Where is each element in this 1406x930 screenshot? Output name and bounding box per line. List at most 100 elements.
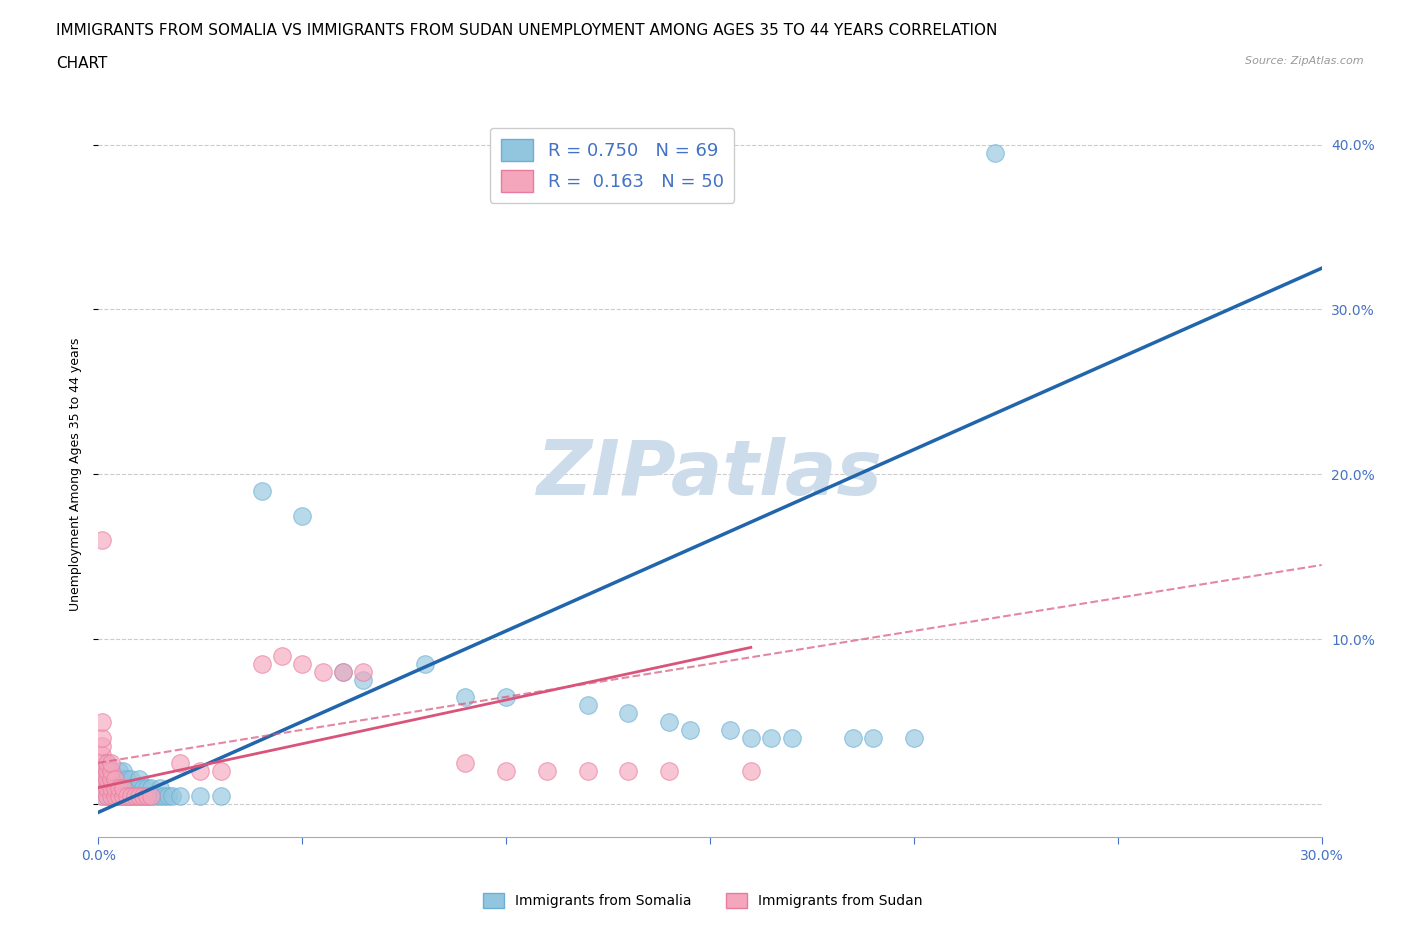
Point xyxy=(104,772,127,787)
Point xyxy=(576,698,599,712)
Point xyxy=(91,780,114,795)
Point xyxy=(841,731,863,746)
Point xyxy=(862,731,884,746)
Point xyxy=(141,780,163,795)
Point xyxy=(115,789,138,804)
Point xyxy=(617,706,640,721)
Point xyxy=(91,747,114,762)
Point xyxy=(108,780,131,795)
Text: Source: ZipAtlas.com: Source: ZipAtlas.com xyxy=(1246,56,1364,66)
Point xyxy=(115,780,138,795)
Point xyxy=(91,731,114,746)
Point xyxy=(108,772,131,787)
Point xyxy=(91,789,114,804)
Point xyxy=(658,764,681,778)
Point xyxy=(780,731,803,746)
Point xyxy=(100,789,122,804)
Point xyxy=(903,731,925,746)
Legend: R = 0.750   N = 69, R =  0.163   N = 50: R = 0.750 N = 69, R = 0.163 N = 50 xyxy=(489,128,734,203)
Text: IMMIGRANTS FROM SOMALIA VS IMMIGRANTS FROM SUDAN UNEMPLOYMENT AMONG AGES 35 TO 4: IMMIGRANTS FROM SOMALIA VS IMMIGRANTS FR… xyxy=(56,23,998,38)
Point xyxy=(100,764,122,778)
Point xyxy=(136,789,159,804)
Point xyxy=(352,673,374,688)
Point xyxy=(128,772,150,787)
Point xyxy=(100,780,122,795)
Point xyxy=(100,772,122,787)
Point xyxy=(111,764,134,778)
Point xyxy=(96,780,118,795)
Point xyxy=(120,780,142,795)
Point xyxy=(413,657,436,671)
Point xyxy=(111,772,134,787)
Point xyxy=(124,789,146,804)
Point xyxy=(104,780,127,795)
Point xyxy=(128,780,150,795)
Point xyxy=(332,665,354,680)
Point xyxy=(291,657,314,671)
Point xyxy=(169,789,191,804)
Point xyxy=(984,145,1007,160)
Point xyxy=(91,738,114,753)
Point xyxy=(120,789,142,804)
Point xyxy=(270,648,294,663)
Point xyxy=(352,665,374,680)
Point xyxy=(91,764,114,778)
Point xyxy=(100,789,122,804)
Point xyxy=(188,789,212,804)
Point xyxy=(100,772,122,787)
Point xyxy=(104,772,127,787)
Point xyxy=(111,780,134,795)
Point xyxy=(91,714,114,729)
Point xyxy=(454,689,477,704)
Point xyxy=(141,789,163,804)
Point xyxy=(91,789,114,804)
Point xyxy=(91,764,114,778)
Point xyxy=(761,731,783,746)
Point xyxy=(679,723,702,737)
Point xyxy=(250,484,273,498)
Point xyxy=(332,665,354,680)
Point xyxy=(96,789,118,804)
Point xyxy=(100,764,122,778)
Point xyxy=(132,789,155,804)
Point xyxy=(124,780,146,795)
Point xyxy=(111,789,134,804)
Point xyxy=(108,780,131,795)
Point xyxy=(141,789,163,804)
Point xyxy=(740,764,762,778)
Point xyxy=(156,789,179,804)
Point xyxy=(96,772,118,787)
Point xyxy=(128,789,150,804)
Point xyxy=(115,772,138,787)
Point xyxy=(120,772,142,787)
Point xyxy=(108,764,131,778)
Point xyxy=(96,755,118,770)
Point xyxy=(136,789,159,804)
Point xyxy=(96,789,118,804)
Point xyxy=(740,731,762,746)
Point xyxy=(149,789,172,804)
Point xyxy=(209,789,232,804)
Point xyxy=(91,533,114,548)
Point xyxy=(96,764,118,778)
Point xyxy=(152,789,174,804)
Point xyxy=(149,780,172,795)
Point xyxy=(124,789,146,804)
Point xyxy=(115,789,138,804)
Point xyxy=(96,780,118,795)
Point xyxy=(536,764,558,778)
Point xyxy=(658,714,681,729)
Point xyxy=(104,789,127,804)
Point xyxy=(91,772,114,787)
Point xyxy=(91,755,114,770)
Point xyxy=(720,723,742,737)
Point xyxy=(145,789,167,804)
Point xyxy=(120,789,142,804)
Point xyxy=(495,764,517,778)
Point xyxy=(108,789,131,804)
Point xyxy=(169,755,191,770)
Legend: Immigrants from Somalia, Immigrants from Sudan: Immigrants from Somalia, Immigrants from… xyxy=(478,888,928,914)
Point xyxy=(188,764,212,778)
Point xyxy=(576,764,599,778)
Point xyxy=(209,764,232,778)
